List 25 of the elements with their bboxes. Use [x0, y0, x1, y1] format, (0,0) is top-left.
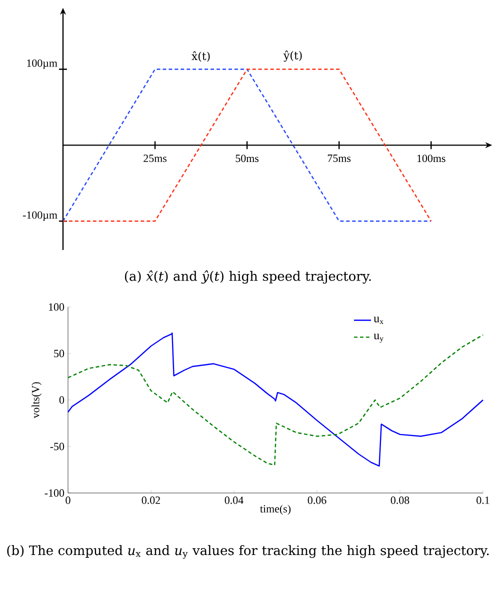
series-label: x̂(t)	[192, 51, 210, 62]
x-tick-label: 0	[66, 496, 70, 504]
y-tick-label: 100	[49, 303, 64, 311]
y-tick-label: -50	[50, 442, 64, 450]
y-tick-label: 100µm	[27, 59, 58, 70]
x-tick-label: 50ms	[236, 154, 259, 162]
y-tick-label: 50	[54, 350, 64, 358]
x-axis-title: time(s)	[260, 504, 291, 515]
text: (b) The computed u$_{x}$ and u$_{y}$ values for tracking the high speed trajectory.	[7, 545, 489, 559]
text: (a) x̂(t) and ŷ(t) high speed trajectory.	[124, 270, 371, 284]
x-tick-label: 0.08	[390, 496, 410, 504]
series-label: ŷ(t)	[283, 50, 302, 62]
legend-label: u$_{x}$	[374, 316, 384, 324]
x-tick-label: 25ms	[144, 154, 166, 162]
y-tick-label: -100µm	[22, 211, 58, 221]
x-tick-label: 0.04	[224, 496, 244, 504]
x-tick-label: 0.02	[142, 496, 160, 504]
x-tick-label: 100ms	[417, 154, 446, 162]
y-tick-label: 0	[59, 396, 64, 404]
x-tick-label: 75ms	[328, 154, 351, 162]
x-tick-label: 0.1	[476, 496, 490, 504]
y-axis-title: volts(V)	[32, 382, 42, 418]
legend-label: u$_{y}$	[374, 334, 384, 343]
y-tick-label: -100	[44, 489, 64, 497]
x-tick-label: 0.06	[308, 496, 326, 504]
